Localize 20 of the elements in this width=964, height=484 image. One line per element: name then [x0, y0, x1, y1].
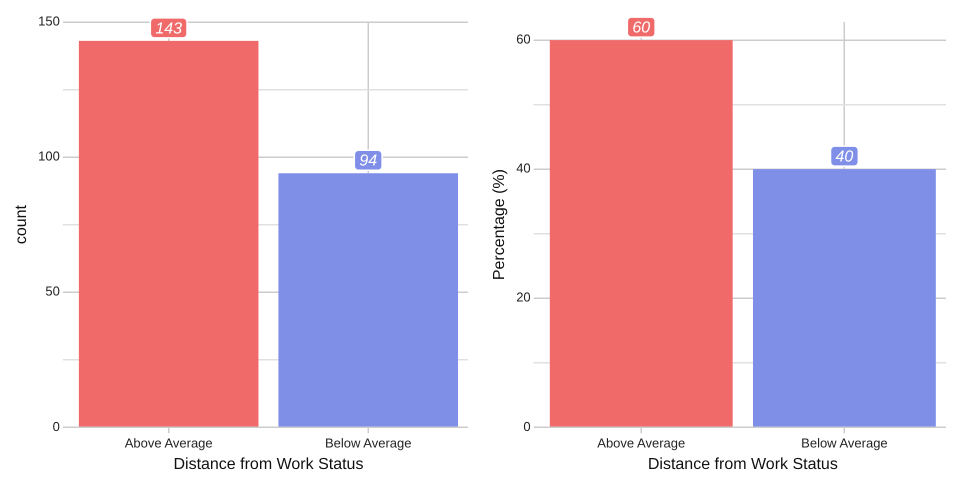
- y-axis-title: Percentage (%): [491, 169, 508, 280]
- y-tick-label: 0: [523, 418, 531, 434]
- x-tick-label: Above Average: [124, 436, 213, 451]
- y-tick-label: 150: [38, 14, 60, 29]
- y-axis-title: count: [13, 204, 30, 244]
- y-tick-label: 20: [516, 290, 531, 305]
- data-label: 94: [359, 152, 378, 170]
- x-tick-label: Below Average: [801, 436, 888, 451]
- x-axis-title: Distance from Work Status: [648, 456, 838, 473]
- y-tick-label: 40: [516, 160, 531, 176]
- data-label: 143: [155, 20, 182, 38]
- data-label: 40: [836, 148, 854, 166]
- x-tick-label: Above Average: [597, 436, 686, 451]
- y-tick-label: 100: [38, 148, 60, 164]
- data-label: 60: [632, 20, 650, 37]
- x-tick-label: Below Average: [324, 436, 412, 451]
- y-tick-label: 60: [516, 32, 531, 47]
- y-tick-label: 50: [45, 284, 60, 299]
- y-tick-label: 0: [52, 418, 60, 434]
- x-axis-title: Distance from Work Status: [173, 456, 364, 473]
